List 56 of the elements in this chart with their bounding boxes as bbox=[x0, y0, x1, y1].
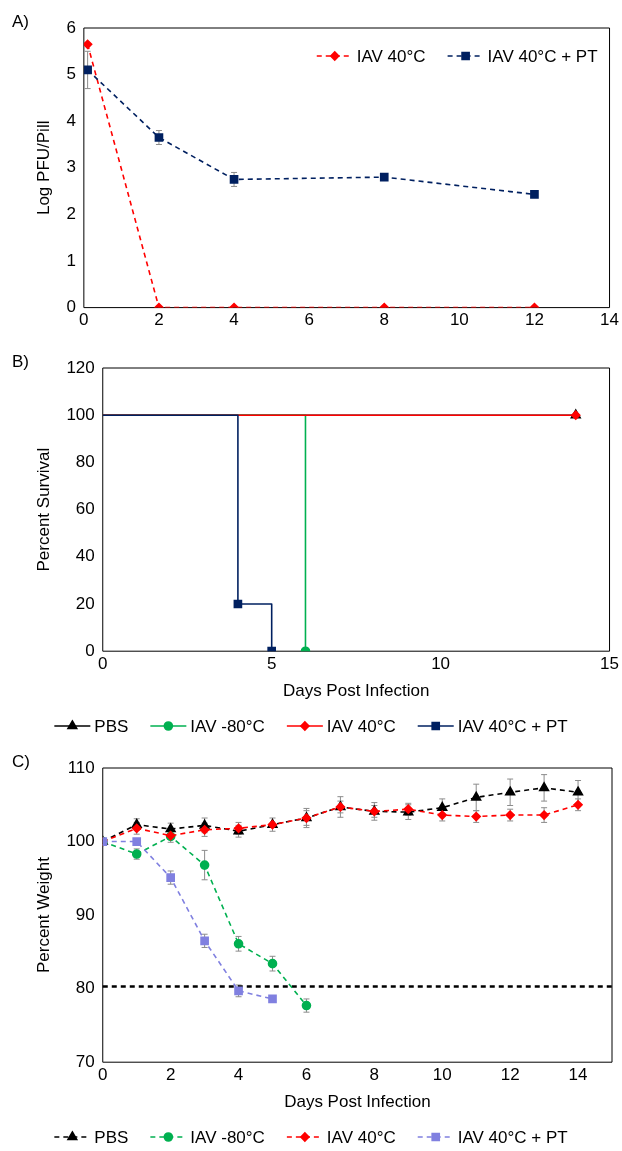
y-tick-label: 110 bbox=[67, 757, 95, 777]
chart-title: C) bbox=[12, 752, 30, 772]
y-tick-label: 100 bbox=[66, 404, 95, 424]
legend-label: PBS bbox=[94, 716, 129, 736]
x-tick-label: 6 bbox=[304, 310, 314, 330]
x-tick-label: 2 bbox=[154, 310, 164, 330]
legend-label: IAV -80°C bbox=[190, 716, 265, 736]
y-tick-label: 6 bbox=[66, 17, 76, 37]
x-tick-label: 8 bbox=[369, 1065, 380, 1085]
x-tick-label: 8 bbox=[379, 310, 389, 330]
x-tick-label: 14 bbox=[568, 1065, 588, 1085]
x-tick-label: 4 bbox=[233, 1065, 244, 1085]
y-tick-label: 2 bbox=[66, 204, 76, 224]
y-tick-label: 90 bbox=[75, 904, 95, 924]
chart-title: B) bbox=[12, 352, 29, 372]
legend-label: IAV -80°C bbox=[190, 1127, 265, 1147]
legend-label: IAV 40°C bbox=[326, 1127, 396, 1147]
chart-title: A) bbox=[12, 12, 29, 32]
x-tick-label: 2 bbox=[165, 1065, 176, 1085]
x-axis-title: Days Post Infection bbox=[284, 1092, 431, 1112]
y-tick-label: 0 bbox=[85, 640, 95, 660]
legend-label: IAV 40°C bbox=[326, 716, 396, 736]
x-tick-label: 6 bbox=[301, 1065, 312, 1085]
x-tick-label: 5 bbox=[266, 654, 277, 674]
y-tick-label: 5 bbox=[66, 64, 76, 84]
legend-label: IAV 40°C + PT bbox=[487, 46, 598, 66]
x-tick-label: 12 bbox=[500, 1065, 520, 1085]
legend-label: IAV 40°C + PT bbox=[457, 1127, 568, 1147]
y-tick-label: 3 bbox=[66, 157, 76, 177]
x-tick-label: 4 bbox=[229, 310, 239, 330]
y-tick-label: 60 bbox=[75, 499, 95, 519]
y-tick-label: 4 bbox=[66, 110, 76, 130]
x-tick-label: 15 bbox=[600, 654, 620, 674]
y-tick-label: 70 bbox=[75, 1051, 95, 1071]
y-tick-label: 120 bbox=[66, 357, 95, 377]
y-tick-label: 0 bbox=[66, 297, 76, 317]
y-tick-label: 80 bbox=[75, 978, 95, 998]
y-axis-title: Percent Survival bbox=[33, 447, 53, 572]
x-tick-label: 12 bbox=[524, 310, 544, 330]
y-tick-label: 20 bbox=[75, 593, 95, 613]
y-axis-title: Log PFU/Pill bbox=[33, 120, 53, 216]
x-tick-label: 0 bbox=[98, 654, 108, 674]
x-tick-label: 10 bbox=[431, 654, 451, 674]
x-tick-label: 0 bbox=[98, 1065, 108, 1085]
legend-label: IAV 40°C + PT bbox=[457, 716, 568, 736]
y-tick-label: 1 bbox=[66, 250, 76, 270]
y-tick-label: 100 bbox=[66, 831, 95, 851]
x-tick-label: 10 bbox=[449, 310, 469, 330]
x-axis-title: Days Post Infection bbox=[282, 681, 430, 701]
legend-label: PBS bbox=[94, 1127, 129, 1147]
y-axis-title: Percent Weight bbox=[33, 856, 53, 974]
y-tick-label: 80 bbox=[75, 452, 95, 472]
legend-label: IAV 40°C bbox=[356, 46, 426, 66]
y-tick-label: 40 bbox=[75, 546, 95, 566]
x-tick-label: 10 bbox=[432, 1065, 452, 1085]
x-tick-label: 14 bbox=[600, 310, 620, 330]
